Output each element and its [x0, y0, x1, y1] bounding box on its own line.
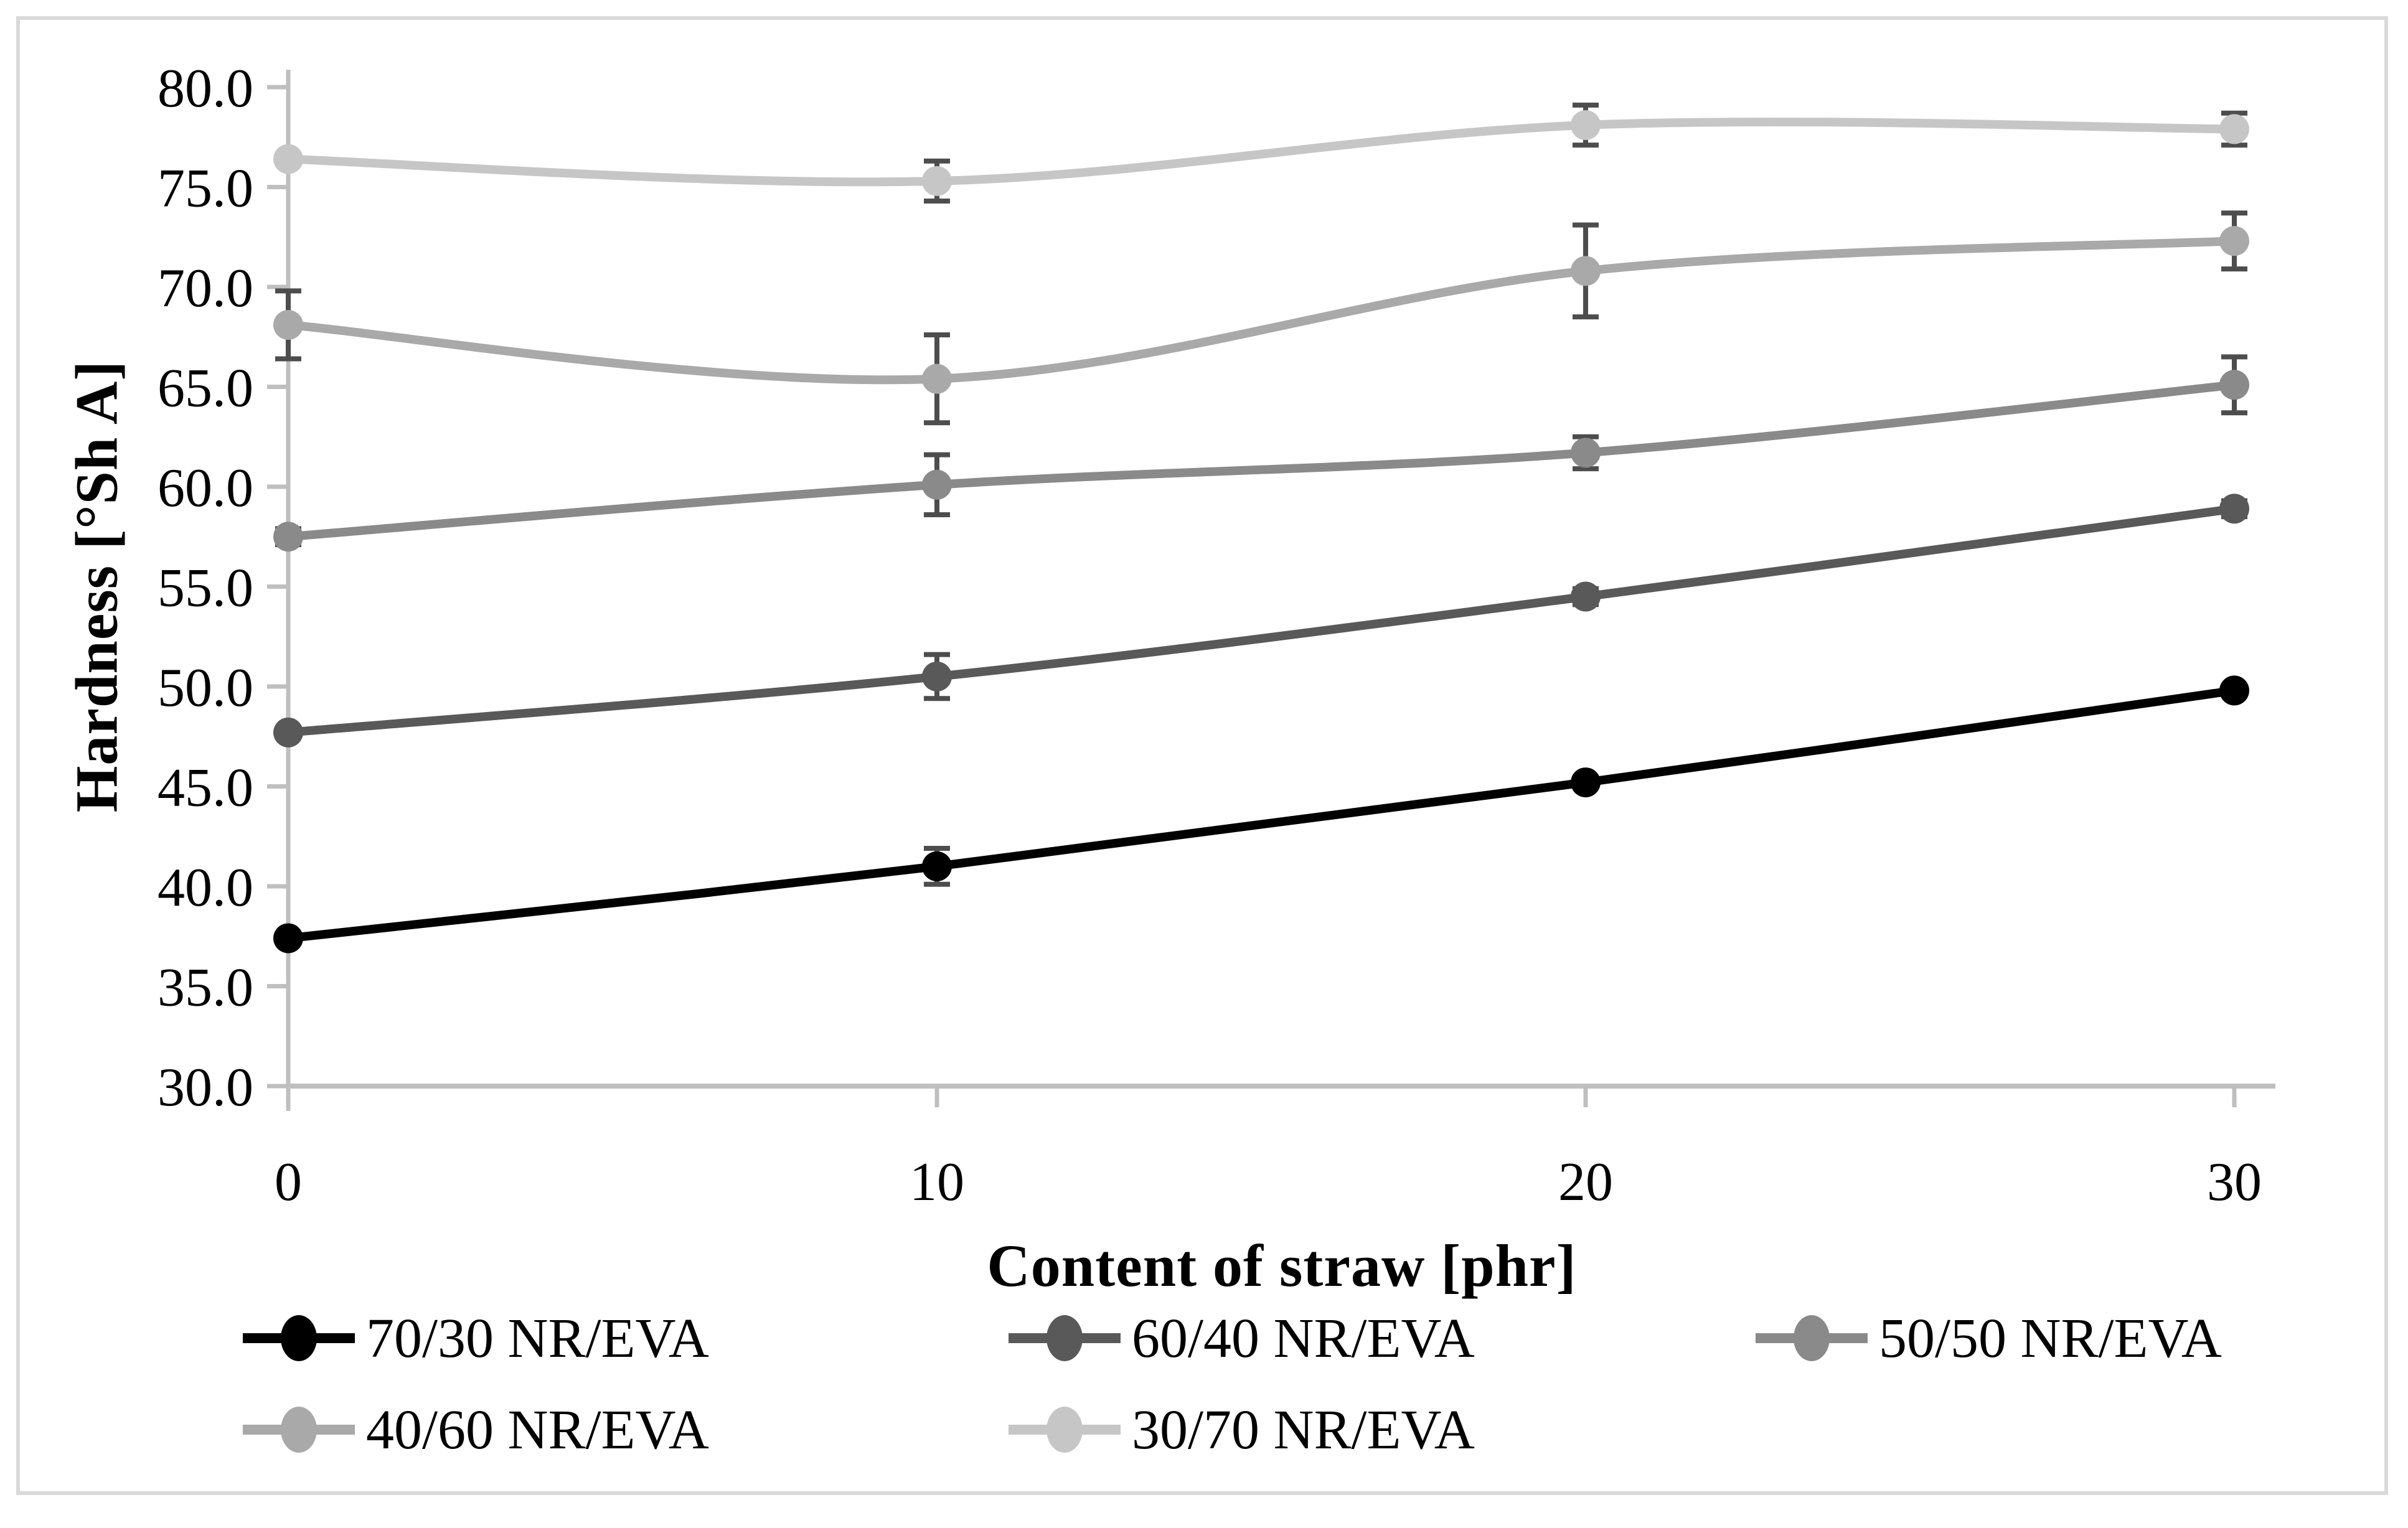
y-tick-label: 50.0 [158, 658, 253, 718]
data-point-marker-40-60-nr-eva [922, 363, 952, 394]
legend-marker-dot-70-30-nr-eva [281, 1315, 317, 1361]
data-point-marker-50-50-nr-eva [2219, 370, 2249, 400]
data-point-marker-70-30-nr-eva [2219, 675, 2249, 706]
data-point-marker-30-70-nr-eva [2219, 114, 2249, 144]
y-tick-label: 30.0 [158, 1057, 253, 1118]
data-point-marker-70-30-nr-eva [922, 851, 952, 881]
y-tick-label: 35.0 [158, 958, 253, 1018]
y-tick-label: 45.0 [158, 758, 253, 818]
data-point-marker-50-50-nr-eva [273, 522, 303, 552]
data-point-marker-30-70-nr-eva [273, 144, 303, 174]
y-tick-label: 40.0 [158, 858, 253, 918]
legend-marker-dot-60-40-nr-eva [1046, 1315, 1083, 1361]
x-tick-label: 20 [1558, 1152, 1613, 1212]
legend-label-30-70-nr-eva: 30/70 NR/EVA [1132, 1399, 1475, 1461]
series-line-70-30-nr-eva [288, 686, 2235, 943]
y-tick-label: 80.0 [158, 59, 253, 119]
x-axis-title: Content of straw [phr] [987, 1232, 1577, 1299]
data-point-marker-40-60-nr-eva [1571, 256, 1601, 286]
data-point-marker-40-60-nr-eva [2219, 226, 2249, 256]
legend-marker-dot-40-60-nr-eva [281, 1407, 317, 1453]
y-tick-label: 65.0 [158, 359, 253, 419]
x-tick-label: 30 [2207, 1152, 2262, 1212]
x-tick-label: 0 [275, 1152, 302, 1212]
data-point-marker-30-70-nr-eva [1571, 110, 1601, 140]
data-point-marker-60-40-nr-eva [2219, 494, 2249, 524]
legend-marker-dot-50-50-nr-eva [1794, 1315, 1830, 1361]
y-axis-title: Hardness [°Sh A] [63, 360, 130, 813]
legend-marker-dot-30-70-nr-eva [1046, 1407, 1083, 1453]
series-line-30-70-nr-eva [288, 117, 2235, 187]
data-point-marker-70-30-nr-eva [1571, 767, 1601, 798]
legend-label-70-30-nr-eva: 70/30 NR/EVA [366, 1308, 709, 1369]
data-point-marker-40-60-nr-eva [273, 309, 303, 340]
data-point-marker-50-50-nr-eva [922, 469, 952, 500]
y-tick-label: 55.0 [158, 558, 253, 619]
series-line-50-50-nr-eva [288, 380, 2235, 541]
data-point-marker-70-30-nr-eva [273, 923, 303, 954]
data-point-marker-60-40-nr-eva [273, 717, 303, 748]
series-line-40-60-nr-eva [288, 237, 2235, 385]
data-point-marker-60-40-nr-eva [1571, 581, 1601, 612]
x-tick-label: 10 [910, 1152, 964, 1212]
data-point-marker-30-70-nr-eva [922, 166, 952, 196]
figure-border [16, 16, 2388, 1495]
data-point-marker-50-50-nr-eva [1571, 438, 1601, 468]
legend-label-60-40-nr-eva: 60/40 NR/EVA [1132, 1308, 1475, 1369]
data-point-marker-60-40-nr-eva [922, 661, 952, 691]
y-tick-label: 75.0 [158, 159, 253, 219]
y-tick-label: 60.0 [158, 458, 253, 518]
y-tick-label: 70.0 [158, 258, 253, 319]
legend-label-50-50-nr-eva: 50/50 NR/EVA [1879, 1308, 2222, 1369]
legend-label-40-60-nr-eva: 40/60 NR/EVA [366, 1399, 709, 1461]
series-line-60-40-nr-eva [288, 504, 2235, 737]
